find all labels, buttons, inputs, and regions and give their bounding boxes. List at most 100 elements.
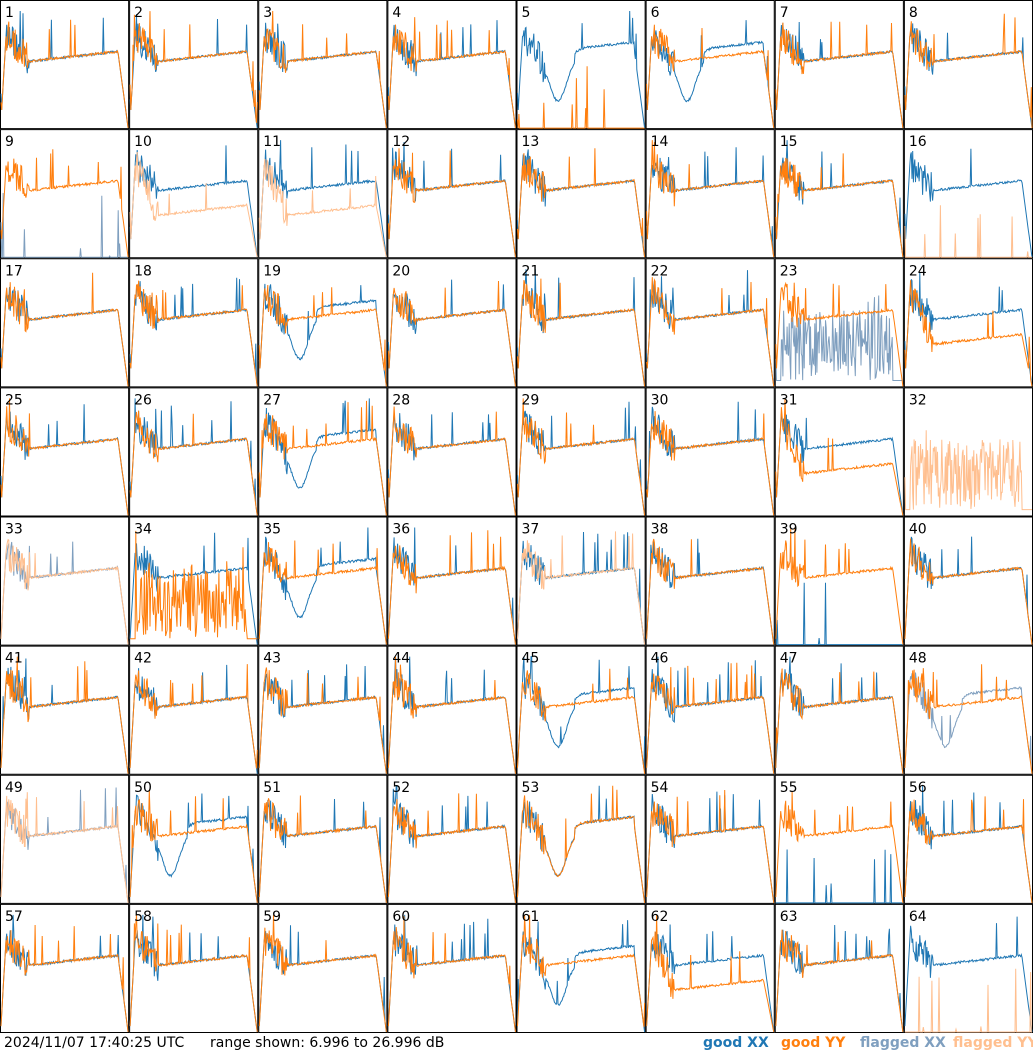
panel-frame xyxy=(903,129,1033,259)
panel-label: 62 xyxy=(651,909,669,925)
series-yy-line xyxy=(904,13,1033,129)
panel-frame xyxy=(387,774,517,904)
series-yy-line xyxy=(387,148,516,258)
panel-label: 32 xyxy=(909,392,927,408)
panel-label: 24 xyxy=(909,263,927,279)
panel-frame xyxy=(774,903,904,1033)
series-yy-line xyxy=(0,656,129,774)
panel-label: 14 xyxy=(651,134,669,150)
panel-64: 64 xyxy=(903,903,1033,1033)
series-yy-line xyxy=(775,668,904,774)
series-yy-line xyxy=(517,531,646,645)
panel-label: 64 xyxy=(909,909,927,925)
series-yy-line xyxy=(387,406,516,516)
panel-49: 49 xyxy=(0,774,130,904)
series-yy-line xyxy=(646,662,775,774)
panel-label: 48 xyxy=(909,651,927,667)
series-yy-line xyxy=(517,668,646,774)
series-yy-line xyxy=(0,19,129,129)
series-yy-line xyxy=(646,140,775,258)
panel-51: 51 xyxy=(258,774,388,904)
series-yy-line xyxy=(646,411,775,516)
panel-label: 29 xyxy=(522,392,540,408)
panel-label: 38 xyxy=(651,522,669,538)
panel-33: 33 xyxy=(0,516,130,646)
series-xx-line xyxy=(904,536,1033,645)
panel-6: 6 xyxy=(645,0,775,130)
series-yy-line xyxy=(129,410,258,516)
series-yy-line xyxy=(517,148,646,258)
series-yy-line xyxy=(0,149,129,258)
panel-label: 36 xyxy=(392,522,410,538)
panel-label: 47 xyxy=(780,651,798,667)
panel-47: 47 xyxy=(774,645,904,775)
series-yy-line xyxy=(129,914,258,1033)
panel-52: 52 xyxy=(387,774,517,904)
panel-60: 60 xyxy=(387,903,517,1033)
panel-label: 7 xyxy=(780,5,789,21)
panel-62: 62 xyxy=(645,903,775,1033)
panel-frame xyxy=(645,129,775,259)
panel-48: 48 xyxy=(903,645,1033,775)
series-yy-line xyxy=(387,280,516,387)
panel-label: 51 xyxy=(263,780,281,796)
panel-34: 34 xyxy=(129,516,259,646)
panel-label: 58 xyxy=(134,909,152,925)
series-yy-line xyxy=(775,153,904,258)
series-yy-line xyxy=(775,929,904,1033)
panel-label: 5 xyxy=(522,5,531,21)
panel-frame xyxy=(258,903,388,1033)
panel-frame xyxy=(0,129,130,259)
series-yy-line xyxy=(517,914,646,1027)
panel-label: 11 xyxy=(263,134,281,150)
panel-frame xyxy=(0,645,130,775)
panel-frame xyxy=(774,516,904,646)
panel-63: 63 xyxy=(774,903,904,1033)
series-xx-line xyxy=(517,10,646,129)
series-yy-line xyxy=(646,24,775,129)
series-yy-line xyxy=(387,916,516,1033)
panel-23: 23 xyxy=(774,258,904,388)
panel-label: 31 xyxy=(780,392,798,408)
panel-label: 56 xyxy=(909,780,927,796)
panel-9: 9 xyxy=(0,129,130,259)
panel-36: 36 xyxy=(387,516,517,646)
panel-15: 15 xyxy=(774,129,904,259)
panel-label: 61 xyxy=(522,909,540,925)
panel-39: 39 xyxy=(774,516,904,646)
series-yy-line xyxy=(0,398,129,516)
panel-label: 17 xyxy=(5,263,23,279)
series-yy-line xyxy=(904,538,1033,645)
series-xx-line xyxy=(775,582,903,646)
panel-label: 33 xyxy=(5,522,23,538)
series-yy-line xyxy=(258,400,387,516)
panel-label: 9 xyxy=(5,134,14,150)
panel-32: 32 xyxy=(903,387,1033,517)
panel-56: 56 xyxy=(903,774,1033,904)
series-yy-line xyxy=(904,280,1033,387)
panel-19: 19 xyxy=(258,258,388,388)
panel-frame xyxy=(645,0,775,130)
series-xx-line xyxy=(517,401,646,516)
panel-frame xyxy=(0,0,130,130)
series-xx-line xyxy=(387,656,516,774)
series-yy-line xyxy=(258,914,387,1033)
panel-label: 23 xyxy=(780,263,798,279)
panel-57: 57 xyxy=(0,903,130,1033)
panel-43: 43 xyxy=(258,645,388,775)
panel-3: 3 xyxy=(258,0,388,130)
panel-frame xyxy=(774,387,904,517)
series-xx-line xyxy=(646,270,775,387)
panel-frame xyxy=(516,774,646,904)
series-yy-line xyxy=(258,795,387,903)
panel-55: 55 xyxy=(774,774,904,904)
panel-37: 37 xyxy=(516,516,646,646)
panel-label: 63 xyxy=(780,909,798,925)
panel-45: 45 xyxy=(516,645,646,775)
panel-frame xyxy=(129,387,259,517)
panel-label: 45 xyxy=(522,651,540,667)
series-yy-line xyxy=(387,793,516,903)
panel-label: 26 xyxy=(134,392,152,408)
panel-frame xyxy=(903,903,1033,1033)
panel-7: 7 xyxy=(774,0,904,130)
